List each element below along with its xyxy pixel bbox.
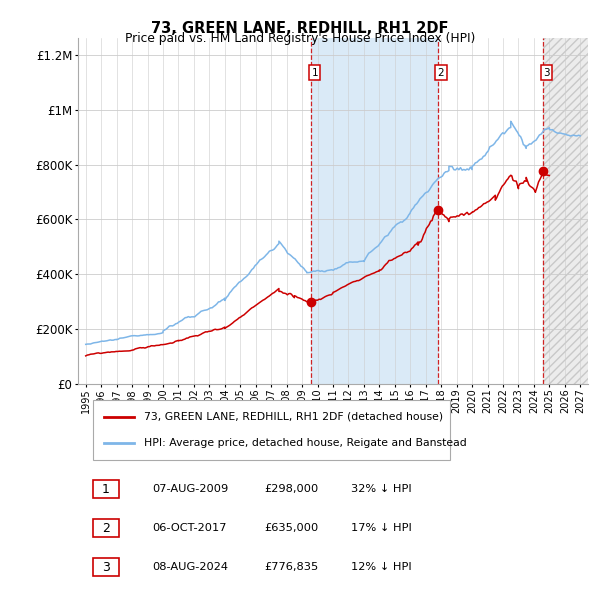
FancyBboxPatch shape [94,558,119,576]
Bar [543,38,588,384]
Text: 1: 1 [311,68,318,78]
Text: 73, GREEN LANE, REDHILL, RH1 2DF (detached house): 73, GREEN LANE, REDHILL, RH1 2DF (detach… [145,412,443,422]
Text: 3: 3 [102,560,110,573]
Text: 06-OCT-2017: 06-OCT-2017 [152,523,226,533]
Bar [543,38,588,384]
Text: 1: 1 [102,483,110,496]
Text: 2: 2 [437,68,444,78]
Text: 32% ↓ HPI: 32% ↓ HPI [351,484,412,494]
Text: 3: 3 [543,68,550,78]
Text: £635,000: £635,000 [264,523,319,533]
Text: 12% ↓ HPI: 12% ↓ HPI [351,562,412,572]
Bar [311,38,437,384]
Text: 73, GREEN LANE, REDHILL, RH1 2DF: 73, GREEN LANE, REDHILL, RH1 2DF [151,21,449,35]
FancyBboxPatch shape [94,480,119,498]
Text: Price paid vs. HM Land Registry's House Price Index (HPI): Price paid vs. HM Land Registry's House … [125,32,475,45]
Text: HPI: Average price, detached house, Reigate and Banstead: HPI: Average price, detached house, Reig… [145,438,467,448]
Text: 07-AUG-2009: 07-AUG-2009 [152,484,228,494]
Text: 17% ↓ HPI: 17% ↓ HPI [351,523,412,533]
Text: £298,000: £298,000 [264,484,319,494]
FancyBboxPatch shape [94,519,119,537]
Text: £776,835: £776,835 [264,562,319,572]
FancyBboxPatch shape [94,400,450,460]
Text: 08-AUG-2024: 08-AUG-2024 [152,562,228,572]
Text: 2: 2 [102,522,110,535]
